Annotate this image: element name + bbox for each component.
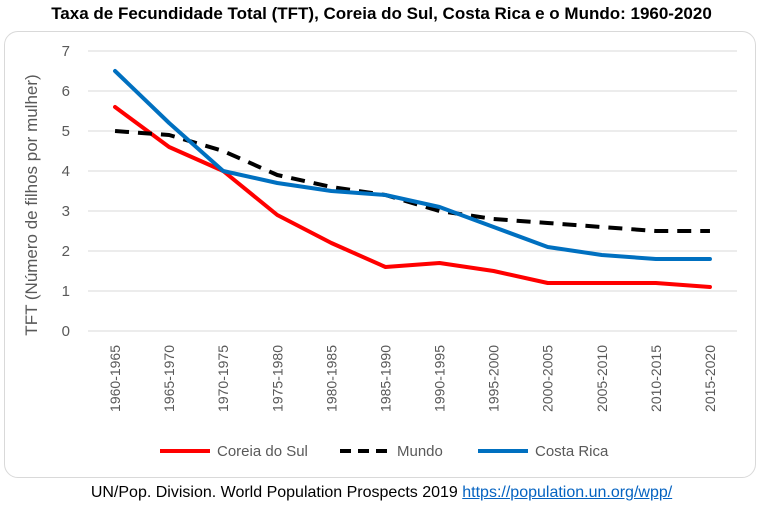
legend-label: Costa Rica [535,443,609,460]
y-tick-labels: 0 1 2 3 4 5 6 7 [62,43,70,340]
legend-label: Coreia do Sul [217,443,308,460]
chart-frame [4,31,756,478]
x-tick-labels: 1960-1965 1965-1970 1970-1975 1975-1980 1980… [107,345,718,412]
x-tick-label: 1970-1975 [215,345,231,412]
y-tick-label: 5 [62,123,70,140]
y-tick-label: 0 [62,323,70,340]
chart-title: Taxa de Fecundidade Total (TFT), Coreia … [51,4,712,23]
x-tick-label: 1985-1990 [377,345,393,412]
x-tick-label: 2015-2020 [702,345,718,412]
y-tick-label: 2 [62,243,70,260]
series-line-1 [113,105,712,289]
x-tick-label: 2000-2005 [540,345,556,412]
y-tick-label: 1 [62,283,70,300]
x-tick-label: 1975-1980 [269,345,285,412]
series-line-3 [113,69,712,261]
source-note: UN/Pop. Division. World Population Prosp… [0,484,763,502]
y-tick-label: 4 [62,163,70,180]
x-tick-label: 1995-2000 [486,345,502,412]
x-tick-label: 1990-1995 [432,345,448,412]
y-tick-label: 7 [62,43,70,60]
y-tick-label: 6 [62,83,70,100]
legend: Coreia do Sul Mundo Costa Rica [160,443,609,460]
series-lines [113,69,712,289]
line-chart: 0 1 2 3 4 5 6 7 1960-1965 1965-1970 1970-1975 1975… [22,43,737,460]
y-axis-label: TFT (Número de filhos por mulher) [22,74,41,335]
source-text: UN/Pop. Division. World Population Prosp… [90,484,458,501]
legend-label: Mundo [397,443,443,460]
x-tick-label: 2005-2010 [594,345,610,412]
x-tick-label: 1980-1985 [323,345,339,412]
source-link[interactable]: https://population.un.org/wpp/ [462,484,673,501]
gridlines [88,50,737,332]
y-tick-label: 3 [62,203,70,220]
x-tick-label: 1965-1970 [161,345,177,412]
x-tick-label: 1960-1965 [107,345,123,412]
x-tick-label: 2010-2015 [648,345,664,412]
series-line-2 [114,129,710,233]
